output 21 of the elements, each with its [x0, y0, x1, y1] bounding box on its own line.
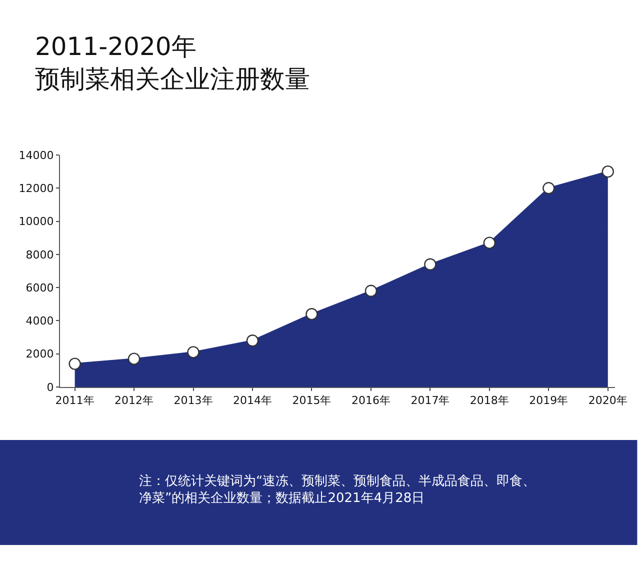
y-tick-label: 2000: [26, 348, 54, 361]
y-tick-label: 4000: [26, 314, 54, 328]
y-tick-label: 6000: [26, 281, 54, 294]
chart-subtitle: 预制菜相关企业注册数量: [35, 64, 310, 94]
x-tick-label: 2011年: [55, 394, 94, 408]
y-tick-label: 12000: [18, 182, 54, 195]
x-tick-label: 2016年: [351, 394, 390, 408]
x-tick-label: 2018年: [470, 394, 509, 408]
y-tick-label: 14000: [18, 148, 54, 162]
text: 注：仅统计关键词为“速冻、预制菜、预制食品、半成品食品、即食、净菜”的相关企业数量；数据截止2021年4月28日: [139, 474, 536, 506]
x-tick-label: 2014年: [233, 394, 272, 408]
x-tick-label: 2020年: [588, 394, 628, 408]
y-tick-label: 8000: [26, 248, 54, 262]
x-tick-label: 2019年: [529, 394, 568, 408]
x-tick-label: 2013年: [174, 394, 213, 408]
x-tick-label: 2017年: [410, 394, 450, 408]
y-tick-label: 0: [46, 380, 54, 394]
x-tick-label: 2015年: [292, 394, 332, 408]
x-tick-label: 2012年: [114, 394, 154, 408]
chart-title: 2011-2020年: [35, 32, 196, 61]
y-tick-label: 10000: [18, 215, 54, 228]
